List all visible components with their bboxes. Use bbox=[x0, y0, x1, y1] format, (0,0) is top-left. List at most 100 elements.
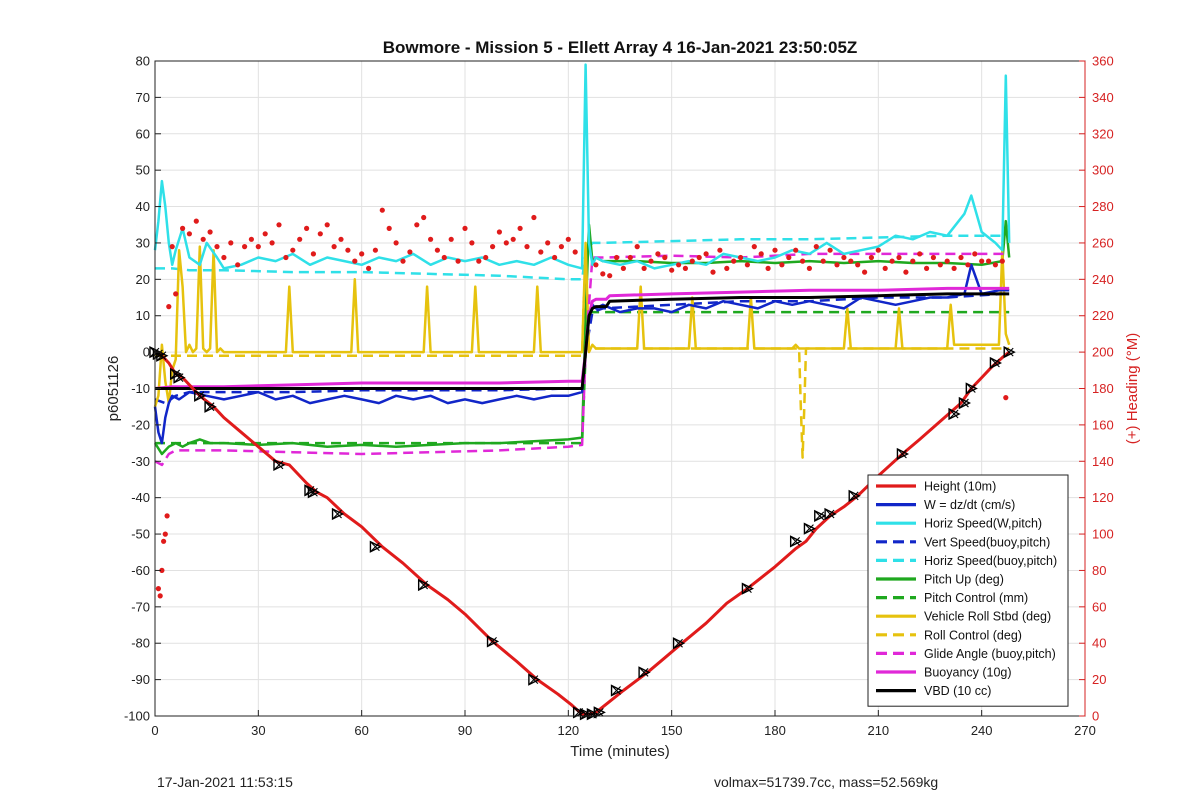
y2-tick-label: 0 bbox=[1092, 709, 1099, 724]
heading-point bbox=[269, 240, 275, 246]
y2-tick-label: 320 bbox=[1092, 126, 1114, 141]
heading-point bbox=[765, 265, 771, 271]
height-marker bbox=[417, 578, 431, 592]
legend-entry-horiz-speed-w-pitch: Horiz Speed(W,pitch) bbox=[876, 517, 1042, 531]
heading-point bbox=[999, 258, 1005, 264]
legend-entry-glide-angle-buoy-pitch: Glide Angle (buoy,pitch) bbox=[876, 647, 1056, 661]
height-marker bbox=[958, 396, 972, 410]
heading-point bbox=[379, 207, 385, 213]
legend-label: Vert Speed(buoy,pitch) bbox=[924, 535, 1050, 549]
legend-entry-buoyancy-10g: Buoyancy (10g) bbox=[876, 666, 1012, 680]
x-tick-label: 210 bbox=[867, 723, 889, 738]
heading-point bbox=[283, 254, 289, 261]
heading-point bbox=[848, 258, 854, 264]
x-tick-label: 120 bbox=[557, 723, 579, 738]
legend-entry-pitch-up-deg: Pitch Up (deg) bbox=[876, 573, 1004, 587]
heading-point bbox=[338, 236, 344, 242]
footer-timestamp: 17-Jan-2021 11:53:15 bbox=[157, 774, 293, 790]
heading-point bbox=[200, 236, 206, 242]
height-marker bbox=[331, 507, 345, 521]
heading-point bbox=[614, 254, 620, 261]
heading-point bbox=[531, 214, 537, 221]
heading-point bbox=[407, 249, 413, 255]
heading-point bbox=[703, 251, 709, 257]
heading-point bbox=[896, 254, 902, 261]
y2-tick-label: 220 bbox=[1092, 308, 1114, 323]
legend-label: VBD (10 cc) bbox=[924, 684, 991, 698]
heading-point bbox=[903, 269, 909, 275]
y-tick-label: 70 bbox=[136, 90, 150, 105]
heading-points bbox=[155, 207, 1009, 599]
height-marker bbox=[194, 389, 207, 402]
heading-point bbox=[235, 262, 241, 268]
heading-point bbox=[255, 244, 261, 250]
heading-point bbox=[813, 244, 819, 250]
height-marker bbox=[173, 371, 186, 384]
y-tick-label: 80 bbox=[136, 54, 150, 69]
y-tick-label: 30 bbox=[136, 235, 150, 250]
y-tick-label: 20 bbox=[136, 272, 150, 287]
heading-point bbox=[228, 240, 234, 246]
heading-point bbox=[159, 567, 165, 574]
x-tick-label: 150 bbox=[661, 723, 683, 738]
heading-point bbox=[875, 247, 881, 253]
heading-point bbox=[855, 262, 861, 268]
height-marker bbox=[307, 486, 321, 499]
y-tick-label: 50 bbox=[136, 163, 150, 178]
heading-point bbox=[620, 265, 627, 271]
heading-point bbox=[862, 269, 868, 275]
heading-point bbox=[1003, 395, 1009, 401]
height-markers bbox=[149, 345, 1016, 721]
heading-point bbox=[696, 254, 702, 261]
height-marker bbox=[156, 349, 169, 362]
heading-point bbox=[827, 247, 833, 253]
heading-point bbox=[917, 251, 923, 257]
chart-title: Bowmore - Mission 5 - Ellett Array 4 16-… bbox=[383, 38, 858, 57]
heading-point bbox=[834, 262, 840, 268]
legend-label: Roll Control (deg) bbox=[924, 628, 1022, 642]
heading-point bbox=[297, 236, 303, 242]
heading-point bbox=[655, 251, 661, 257]
heading-point bbox=[483, 254, 489, 261]
x-tick-label: 180 bbox=[764, 723, 786, 738]
heading-point bbox=[469, 240, 475, 246]
heading-point bbox=[868, 254, 875, 261]
x-tick-label: 240 bbox=[971, 723, 993, 738]
heading-point bbox=[345, 247, 351, 253]
footer-stats: volmax=51739.7cc, mass=52.569kg bbox=[714, 774, 939, 790]
y2-tick-label: 240 bbox=[1092, 272, 1114, 287]
heading-point bbox=[841, 254, 847, 261]
y2-tick-label: 20 bbox=[1092, 672, 1106, 687]
heading-point bbox=[669, 267, 675, 273]
heading-point bbox=[600, 271, 606, 277]
heading-point bbox=[496, 229, 502, 235]
heading-point bbox=[910, 258, 916, 264]
y-tick-label: -50 bbox=[131, 527, 150, 542]
heading-point bbox=[634, 244, 640, 250]
y2-tick-label: 160 bbox=[1092, 417, 1114, 432]
heading-point bbox=[524, 244, 530, 250]
height-marker bbox=[638, 666, 651, 679]
heading-point bbox=[930, 254, 937, 261]
y2-tick-label: 80 bbox=[1092, 563, 1106, 578]
heading-point bbox=[421, 214, 427, 221]
legend-entry-pitch-control-mm: Pitch Control (mm) bbox=[876, 591, 1028, 605]
heading-point bbox=[173, 291, 179, 297]
heading-point bbox=[882, 265, 888, 271]
legend-label: Buoyancy (10g) bbox=[924, 666, 1012, 680]
heading-point bbox=[434, 247, 440, 253]
heading-point bbox=[386, 225, 392, 231]
y2-tick-label: 300 bbox=[1092, 163, 1114, 178]
heading-point bbox=[324, 222, 330, 228]
heading-point bbox=[221, 254, 227, 261]
y2-tick-label: 60 bbox=[1092, 599, 1106, 614]
heading-point bbox=[490, 244, 496, 250]
heading-point bbox=[448, 236, 454, 242]
height-marker bbox=[672, 637, 686, 650]
heading-point bbox=[558, 244, 565, 250]
y2-tick-label: 260 bbox=[1092, 235, 1114, 250]
y2-tick-label: 180 bbox=[1092, 381, 1114, 396]
heading-point bbox=[304, 225, 310, 231]
heading-point bbox=[738, 254, 744, 261]
